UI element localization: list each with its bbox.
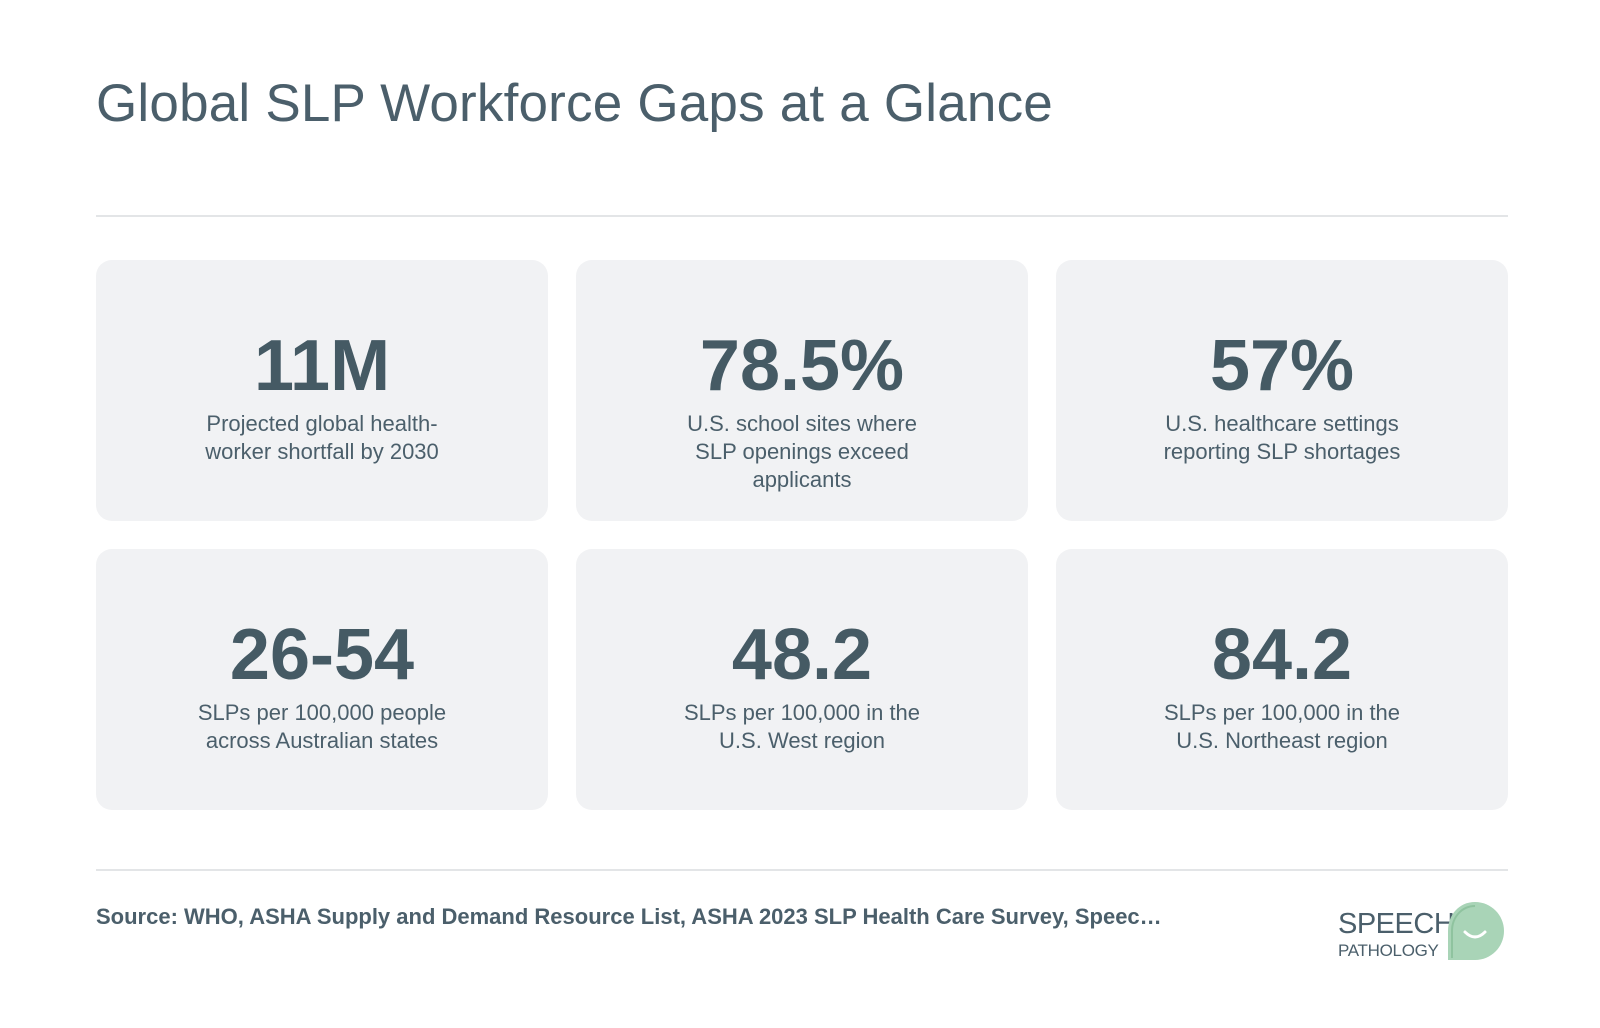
stat-value: 26-54 (229, 615, 415, 695)
stat-label: Projected global health-worker shortfall… (205, 411, 439, 464)
stat-card: 48.2 SLPs per 100,000 in the U.S. West r… (576, 549, 1028, 810)
stat-label: SLPs per 100,000 people across Australia… (197, 700, 447, 753)
stat-value: 78.5% (699, 326, 905, 406)
stat-card: 84.2 SLPs per 100,000 in the U.S. Northe… (1056, 549, 1508, 810)
stat-value: 48.2 (731, 615, 873, 695)
brand-name-line2: PATHOLOGY (1338, 941, 1439, 960)
stat-value: 11M (253, 326, 391, 406)
stat-label: U.S. school sites where SLP openings exc… (687, 411, 917, 492)
stat-value: 57% (1209, 326, 1355, 406)
source-note: Source: WHO, ASHA Supply and Demand Reso… (96, 904, 1162, 929)
top-divider (96, 215, 1508, 217)
stat-card: 26-54 SLPs per 100,000 people across Aus… (96, 549, 548, 810)
stat-card: 57% U.S. healthcare settings reporting S… (1056, 260, 1508, 521)
stat-card: 11M Projected global health-worker short… (96, 260, 548, 521)
page-title: Global SLP Workforce Gaps at a Glance (96, 74, 1053, 133)
stat-label: SLPs per 100,000 in the U.S. Northeast r… (1163, 700, 1401, 753)
brand-name-line1: SPEECH (1338, 908, 1455, 940)
stat-card: 78.5% U.S. school sites where SLP openin… (576, 260, 1028, 521)
bottom-divider (96, 869, 1508, 871)
stat-label: U.S. healthcare settings reporting SLP s… (1163, 411, 1401, 464)
stat-label: SLPs per 100,000 in the U.S. West region (683, 700, 921, 753)
speech-bubble-smile-icon (1448, 902, 1504, 960)
stat-value: 84.2 (1211, 615, 1353, 695)
stat-card-grid: 11M Projected global health-worker short… (96, 260, 1508, 810)
brand-logo: SPEECH PATHOLOGY (1336, 898, 1506, 964)
